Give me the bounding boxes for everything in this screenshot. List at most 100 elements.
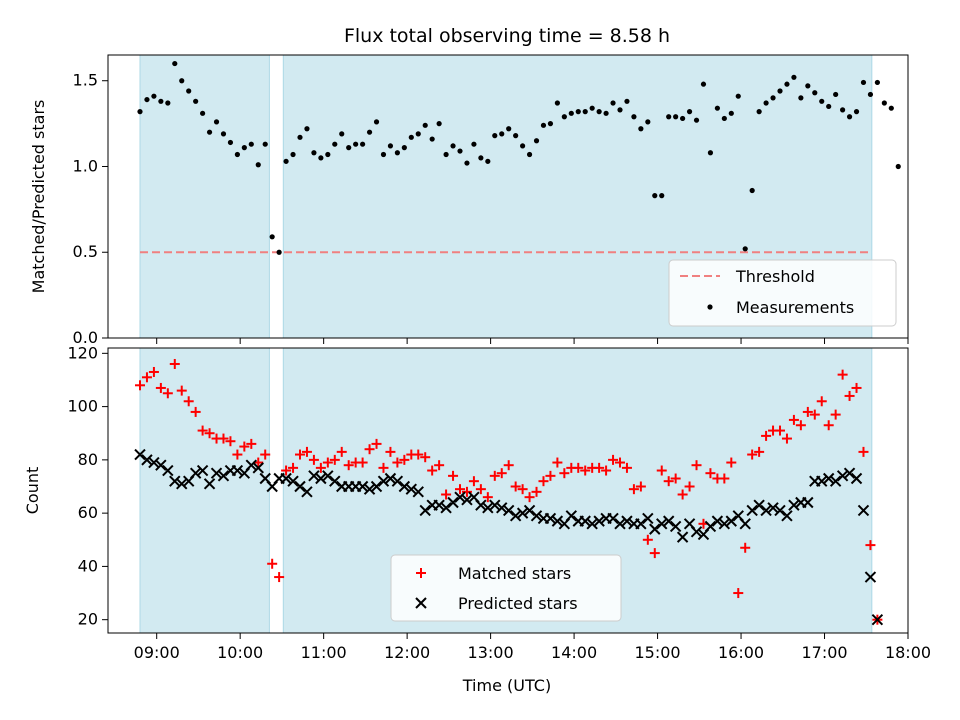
matched-star-point	[649, 548, 660, 559]
measurement-point	[415, 131, 421, 137]
matched-star-point	[802, 406, 813, 417]
predicted-star-point	[363, 483, 376, 495]
measurement-point	[429, 136, 435, 142]
matched-star-point	[489, 470, 500, 481]
matched-star-point	[781, 433, 792, 444]
matched-star-point	[496, 468, 507, 479]
predicted-star-point	[739, 518, 751, 530]
y-tick-label: 1.5	[73, 71, 98, 90]
predicted-star-point	[141, 454, 153, 466]
x-tick-label: 15:00	[635, 643, 681, 662]
matched-star-point	[455, 484, 465, 495]
matched-star-point	[420, 452, 431, 463]
matched-star-point	[329, 454, 340, 465]
measurement-point	[172, 60, 178, 67]
matched-star-point	[461, 486, 472, 497]
bottom-legend: Matched stars Predicted stars	[390, 554, 622, 622]
predicted-star-point	[231, 464, 244, 477]
predicted-star-point	[322, 470, 334, 482]
predicted-star-point	[405, 483, 418, 495]
predicted-star-point	[718, 518, 731, 530]
matched-star-point	[733, 588, 744, 599]
predicted-star-point	[155, 459, 167, 471]
measurement-point	[874, 79, 880, 86]
measurement-point	[624, 98, 630, 104]
matched-star-point	[357, 457, 368, 468]
measurement-point	[443, 151, 449, 158]
predicted-star-point	[482, 502, 494, 514]
predicted-star-point	[530, 510, 543, 522]
measurement-point	[721, 115, 727, 122]
predicted-star-point	[864, 571, 877, 583]
predicted-star-point	[711, 515, 724, 527]
measurement-point	[812, 90, 818, 96]
predicted-star-point	[802, 496, 814, 509]
measurement-point	[659, 193, 665, 199]
legend-matched-label: Matched stars	[458, 564, 571, 583]
predicted-star-point	[329, 475, 341, 487]
measurement-point	[366, 129, 373, 135]
measurement-point	[540, 122, 547, 128]
measurement-point	[791, 74, 797, 80]
matched-star-point	[844, 390, 855, 401]
matched-star-point	[246, 438, 257, 449]
predicted-star-point	[614, 518, 626, 530]
y-tick-label: 80	[78, 450, 98, 469]
measurement-point	[693, 117, 700, 123]
predicted-star-point	[287, 475, 299, 487]
measurement-point	[165, 100, 171, 106]
predicted-star-point	[642, 512, 654, 525]
matched-star-point	[691, 460, 702, 471]
measurement-point	[401, 145, 407, 151]
matched-star-point	[663, 476, 674, 487]
measurement-point	[492, 133, 498, 139]
bottom-y-ticks: 20 40 60 80 100 120	[67, 343, 108, 629]
measurement-point	[220, 131, 227, 137]
measurement-point	[833, 91, 839, 98]
matched-star-point	[545, 470, 556, 481]
legend-predicted-swatch	[415, 597, 427, 609]
legend-predicted-label: Predicted stars	[458, 594, 578, 613]
matched-star-point	[162, 388, 173, 399]
measurement-point	[728, 110, 734, 116]
matched-star-point	[865, 540, 876, 551]
predicted-star-point	[217, 470, 230, 482]
measurement-point	[373, 119, 380, 125]
predicted-star-point	[781, 510, 793, 522]
measurement-point	[526, 151, 533, 158]
measurement-point	[610, 100, 616, 106]
matched-star-point	[670, 473, 681, 484]
predicted-star-point	[148, 456, 160, 469]
bottom-y-axis-label: Count	[23, 467, 42, 515]
matched-star-point	[218, 433, 229, 444]
predicted-star-point	[760, 504, 772, 517]
predicted-star-point	[280, 472, 292, 485]
predicted-star-point	[461, 494, 473, 506]
predicted-star-point	[523, 504, 536, 517]
matched-star-point	[336, 446, 347, 457]
measurement-point	[137, 109, 143, 115]
x-tick-label: 18:00	[885, 643, 931, 662]
matched-star-point	[155, 382, 166, 393]
predicted-star-point	[176, 478, 188, 490]
measurement-point	[763, 100, 769, 106]
matched-star-point	[343, 460, 354, 471]
measurement-point	[158, 98, 164, 104]
matched-star-point	[601, 465, 612, 476]
measurement-point	[325, 151, 331, 158]
predicted-star-point	[496, 502, 508, 514]
matched-star-point	[378, 462, 389, 473]
matched-star-point	[176, 385, 187, 396]
measurement-point	[353, 141, 359, 147]
matched-star-point	[385, 446, 396, 457]
measurement-point	[144, 96, 150, 103]
predicted-star-point	[788, 499, 800, 511]
measurement-point	[596, 109, 602, 115]
measurement-point	[533, 138, 540, 144]
predicted-star-point	[607, 512, 619, 525]
bottom-axes-frame	[107, 347, 909, 634]
matched-star-point	[615, 457, 625, 468]
matched-star-point	[788, 414, 799, 425]
measurement-point	[568, 110, 574, 116]
matched-star-point	[301, 446, 312, 457]
